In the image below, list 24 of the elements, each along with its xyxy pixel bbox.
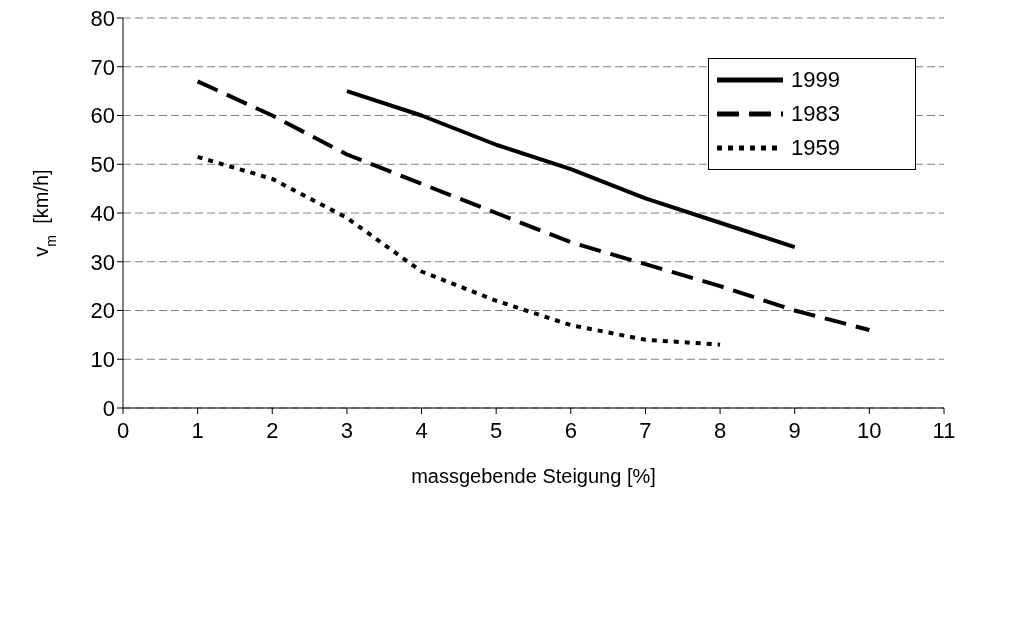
x-tick-label: 6: [564, 417, 577, 443]
legend-label: 1959: [791, 135, 840, 161]
x-tick-label: 1: [191, 417, 204, 443]
x-tick-label: 4: [415, 417, 428, 443]
x-tick-label: 2: [266, 417, 279, 443]
x-tick-label: 8: [713, 417, 727, 443]
x-tick-label: 9: [788, 417, 801, 443]
y-tick-label: 40: [90, 200, 115, 226]
legend-label: 1999: [791, 67, 840, 93]
x-tick-label: 10: [857, 417, 882, 443]
y-tick-label: 60: [90, 103, 115, 129]
y-tick-label: 70: [90, 54, 115, 80]
x-axis-title: massgebende Steigung [%]: [411, 465, 656, 487]
legend-label: 1983: [791, 101, 840, 127]
y-tick-label: 20: [90, 298, 115, 324]
y-tick-label: 30: [90, 249, 115, 275]
y-tick-label: 0: [102, 395, 115, 421]
y-tick-label: 50: [90, 152, 115, 178]
y-tick-label: 10: [90, 347, 115, 373]
x-tick-label: 7: [639, 417, 652, 443]
x-tick-label: 11: [932, 417, 956, 443]
x-tick-label: 3: [340, 417, 354, 443]
y-tick-label: 80: [90, 5, 115, 31]
x-tick-label: 5: [490, 417, 503, 443]
